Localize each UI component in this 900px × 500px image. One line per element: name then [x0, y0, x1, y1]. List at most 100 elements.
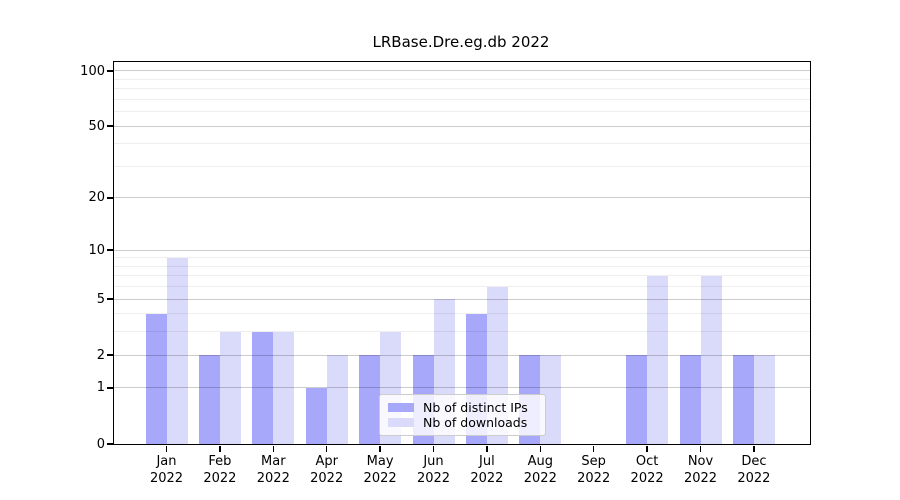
minor-gridline	[114, 313, 810, 315]
x-tick-month: Oct	[635, 454, 659, 469]
major-gridline	[114, 298, 810, 300]
x-tick-month: May	[366, 454, 394, 469]
x-tick-month: Jan	[156, 454, 177, 469]
x-tick-label: Feb 2022	[180, 453, 260, 487]
bar-distinct-ips-nov	[679, 355, 701, 444]
x-tick-mark	[539, 445, 542, 452]
y-tick-label: 10	[88, 242, 105, 258]
bar-downloads-mar	[273, 331, 295, 444]
x-tick-month: Jun	[423, 454, 444, 469]
x-tick-mark	[379, 445, 381, 452]
y-tick-mark	[106, 443, 113, 445]
bar-distinct-ips-may	[359, 355, 381, 444]
major-gridline	[114, 125, 810, 127]
x-tick-mark	[325, 445, 328, 452]
major-gridline	[114, 354, 810, 356]
bar-downloads-dec	[753, 355, 775, 444]
x-tick-label: Jun 2022	[394, 453, 474, 487]
bar-downloads-apr	[326, 355, 348, 444]
minor-gridline	[114, 331, 810, 333]
bar-distinct-ips-apr	[305, 387, 327, 444]
bar-downloads-oct	[647, 275, 669, 444]
minor-gridline	[114, 88, 810, 90]
major-gridline	[114, 197, 810, 199]
x-tick-year: 2022	[470, 471, 504, 486]
minor-gridline	[114, 275, 810, 277]
y-tick-mark	[106, 298, 113, 300]
minor-gridline	[114, 78, 810, 80]
x-tick-month: Feb	[208, 454, 232, 469]
major-gridline	[114, 70, 810, 72]
x-tick-year: 2022	[310, 471, 344, 486]
y-tick-mark	[106, 70, 113, 72]
x-tick-label: Apr 2022	[287, 453, 367, 487]
minor-gridline	[114, 98, 810, 100]
x-tick-label: Nov 2022	[661, 453, 741, 487]
bar-distinct-ips-oct	[626, 355, 648, 444]
bar-distinct-ips-mar	[252, 331, 274, 444]
x-tick-label: Sep 2022	[554, 453, 634, 487]
x-tick-mark	[592, 445, 595, 452]
minor-gridline	[114, 143, 810, 145]
x-tick-month: Sep	[581, 454, 606, 469]
x-tick-year: 2022	[577, 471, 611, 486]
y-tick-mark	[106, 354, 113, 356]
major-gridline	[114, 387, 810, 389]
x-tick-mark	[165, 445, 168, 452]
x-tick-year: 2022	[416, 471, 451, 486]
x-tick-year: 2022	[256, 471, 290, 486]
x-tick-mark	[272, 445, 275, 452]
bar-distinct-ips-dec	[732, 355, 754, 444]
bar-downloads-nov	[700, 275, 722, 444]
legend-label: Nb of downloads	[423, 415, 528, 430]
minor-gridline	[114, 257, 810, 259]
y-tick-mark	[106, 125, 113, 127]
chart-title: LRBase.Dre.eg.db 2022	[372, 33, 550, 51]
x-tick-month: Jul	[479, 454, 495, 469]
y-tick-mark	[106, 197, 113, 199]
x-tick-year: 2022	[149, 471, 184, 486]
bar-downloads-jan	[166, 257, 188, 444]
x-tick-label: Oct 2022	[607, 453, 687, 487]
x-tick-year: 2022	[363, 471, 397, 486]
minor-gridline	[114, 165, 810, 167]
y-tick-label: 2	[96, 347, 105, 363]
x-tick-mark	[432, 445, 435, 452]
minor-gridline	[114, 265, 810, 267]
x-tick-year: 2022	[630, 471, 664, 486]
x-tick-year: 2022	[203, 471, 237, 486]
y-tick-label: 20	[88, 190, 105, 206]
y-tick-label: 50	[88, 118, 105, 134]
legend-label: Nb of distinct IPs	[423, 400, 528, 415]
x-tick-year: 2022	[683, 471, 718, 486]
x-tick-label: May 2022	[340, 453, 420, 487]
x-tick-month: Mar	[261, 454, 286, 469]
x-tick-year: 2022	[523, 471, 557, 486]
minor-gridline	[114, 111, 810, 113]
x-tick-label: Aug 2022	[500, 453, 580, 487]
bar-distinct-ips-feb	[198, 355, 220, 444]
y-tick-label: 1	[96, 380, 105, 396]
minor-gridline	[114, 286, 810, 288]
legend-row: Nb of downloads	[388, 415, 537, 430]
bar-downloads-feb	[219, 331, 241, 444]
x-tick-label: Mar 2022	[233, 453, 313, 487]
legend-swatch-downloads	[388, 418, 414, 427]
plot-area: 0 1 2 5 10 20 50 100 Jan 2022 Feb 2022 Mar 2022 Apr 202…	[80, 61, 811, 486]
legend-swatch-distinct-ips	[388, 403, 414, 412]
x-tick-label: Dec 2022	[714, 453, 794, 487]
x-tick-month: Nov	[687, 454, 714, 469]
x-tick-year: 2022	[737, 471, 771, 486]
x-tick-mark	[753, 445, 755, 452]
x-tick-month: Apr	[315, 454, 338, 469]
x-tick-month: Dec	[741, 454, 767, 469]
bar-distinct-ips-jan	[145, 313, 167, 444]
x-tick-label: Jul 2022	[447, 453, 527, 487]
y-tick-label: 100	[80, 63, 105, 79]
x-tick-label: Jan 2022	[127, 453, 207, 487]
x-tick-mark	[486, 445, 488, 452]
major-gridline	[114, 249, 810, 251]
x-tick-mark	[646, 445, 648, 452]
y-tick-mark	[106, 387, 113, 389]
